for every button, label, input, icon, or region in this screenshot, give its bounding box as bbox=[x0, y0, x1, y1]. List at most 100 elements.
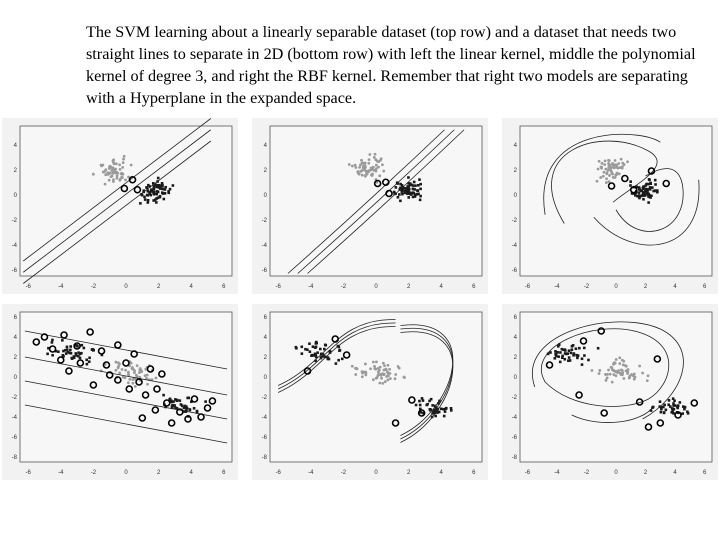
class-b-point bbox=[140, 193, 144, 197]
class-b-point bbox=[642, 197, 645, 201]
class-b-point bbox=[152, 199, 155, 202]
x-tick-label: 6 bbox=[222, 284, 226, 290]
decision-boundary bbox=[543, 133, 661, 215]
class-a-point bbox=[365, 172, 369, 176]
class-a-point bbox=[607, 163, 611, 167]
y-tick-label: 2 bbox=[514, 168, 518, 174]
class-b-point bbox=[549, 351, 552, 354]
class-b-point bbox=[167, 191, 171, 195]
class-a-point bbox=[596, 167, 600, 171]
class-b-point bbox=[174, 398, 177, 401]
class-a-point bbox=[386, 374, 390, 378]
class-b-point bbox=[163, 188, 167, 191]
class-b-point bbox=[412, 180, 416, 184]
class-b-point bbox=[162, 197, 166, 201]
class-b-point bbox=[80, 343, 84, 347]
y-tick-label: -4 bbox=[512, 243, 518, 249]
class-b-point bbox=[327, 357, 331, 361]
decision-boundary bbox=[24, 404, 228, 444]
class-b-point bbox=[643, 190, 647, 193]
class-b-point bbox=[178, 399, 182, 402]
class-b-point bbox=[649, 186, 652, 189]
class-b-point bbox=[46, 352, 49, 356]
y-tick-label: -2 bbox=[512, 395, 518, 401]
class-b-point bbox=[433, 411, 437, 415]
class-b-point bbox=[651, 186, 654, 189]
class-b-point bbox=[572, 353, 575, 357]
class-b-point bbox=[170, 405, 174, 408]
class-b-point bbox=[183, 410, 186, 413]
class-b-point bbox=[419, 194, 422, 198]
support-vector bbox=[60, 331, 68, 339]
class-b-point bbox=[664, 408, 668, 412]
class-b-point bbox=[638, 187, 641, 191]
class-a-point bbox=[646, 374, 650, 378]
class-a-point bbox=[396, 365, 400, 368]
class-b-point bbox=[656, 190, 659, 194]
class-b-point bbox=[431, 404, 434, 407]
class-a-point bbox=[133, 371, 136, 375]
support-vector bbox=[331, 335, 340, 343]
y-tick-label: -6 bbox=[12, 435, 18, 441]
class-b-point bbox=[416, 189, 420, 192]
class-a-point bbox=[363, 362, 367, 366]
class-b-point bbox=[417, 184, 420, 187]
class-b-point bbox=[337, 358, 340, 362]
support-vector bbox=[391, 419, 400, 427]
y-tick-label: -2 bbox=[262, 218, 268, 224]
class-b-point bbox=[648, 188, 652, 191]
class-a-point bbox=[374, 376, 378, 380]
class-b-point bbox=[570, 348, 574, 352]
x-tick-label: 6 bbox=[703, 284, 707, 290]
class-b-point bbox=[413, 193, 417, 197]
class-b-point bbox=[314, 353, 318, 357]
class-b-point bbox=[686, 410, 689, 414]
class-a-point bbox=[116, 361, 120, 365]
class-b-point bbox=[647, 182, 650, 186]
plot-frame bbox=[269, 125, 483, 277]
class-b-point bbox=[64, 348, 67, 352]
class-b-point bbox=[51, 353, 54, 357]
class-a-point bbox=[645, 379, 649, 383]
class-a-point bbox=[626, 372, 629, 375]
class-a-point bbox=[393, 377, 397, 381]
class-b-point bbox=[572, 352, 576, 355]
class-b-point bbox=[85, 358, 88, 362]
class-a-point bbox=[371, 165, 375, 169]
support-vector bbox=[120, 184, 129, 193]
class-b-point bbox=[326, 356, 330, 359]
support-vector bbox=[644, 423, 653, 431]
support-vector bbox=[125, 385, 134, 393]
class-b-point bbox=[152, 191, 156, 195]
class-b-point bbox=[164, 405, 167, 409]
class-b-point bbox=[69, 351, 73, 355]
class-a-point bbox=[605, 171, 609, 174]
class-b-point bbox=[419, 182, 422, 186]
class-b-point bbox=[436, 410, 440, 414]
class-a-point bbox=[129, 163, 133, 167]
class-b-point bbox=[65, 345, 69, 349]
class-b-point bbox=[673, 399, 676, 403]
class-a-point bbox=[612, 373, 616, 376]
class-b-point bbox=[563, 352, 567, 355]
support-vector bbox=[408, 396, 416, 404]
class-b-point bbox=[145, 186, 148, 189]
class-b-point bbox=[312, 354, 316, 357]
support-vector bbox=[176, 408, 184, 416]
x-tick-label: 0 bbox=[374, 284, 378, 290]
class-b-point bbox=[146, 189, 150, 192]
class-b-point bbox=[306, 348, 309, 351]
class-b-point bbox=[185, 408, 188, 412]
class-a-point bbox=[356, 170, 360, 173]
class-b-point bbox=[160, 181, 164, 185]
class-a-point bbox=[367, 170, 371, 174]
class-b-point bbox=[150, 188, 154, 192]
class-a-point bbox=[134, 373, 138, 377]
class-a-point bbox=[603, 163, 607, 167]
class-b-point bbox=[158, 183, 161, 187]
y-tick-label: 2 bbox=[14, 168, 18, 174]
class-b-point bbox=[148, 190, 152, 194]
class-b-point bbox=[171, 403, 174, 407]
x-tick-label: -6 bbox=[275, 284, 281, 290]
class-b-point bbox=[659, 405, 663, 409]
